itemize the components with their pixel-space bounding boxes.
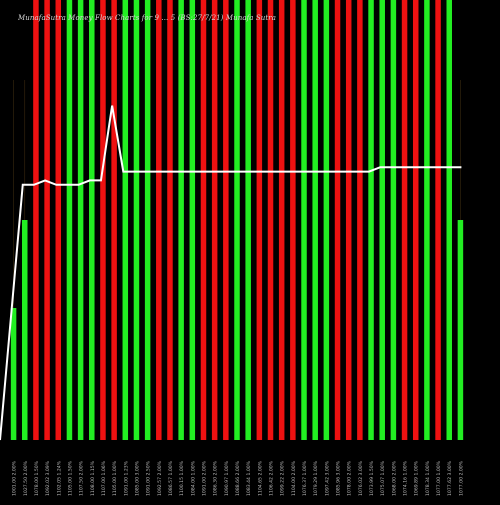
x-tick-label: 1091.00 2.00% xyxy=(201,460,207,496)
bar xyxy=(111,0,117,440)
x-tick-label: 1107.50 2.00% xyxy=(79,460,85,496)
x-tick-label: 1069.89 1.00% xyxy=(414,460,420,496)
bar xyxy=(22,220,28,440)
x-tick-label: 1001.00 2.00% xyxy=(12,460,18,496)
x-tick-label: 1076.37 1.00% xyxy=(302,460,308,496)
bar xyxy=(44,0,50,440)
bar xyxy=(401,0,408,440)
x-tick-label: 1078.00 2.00% xyxy=(347,460,353,496)
x-tick-label: 1105.00 1.00% xyxy=(112,460,118,496)
bar xyxy=(10,308,17,440)
x-tick-label: 1085.96 3.00% xyxy=(336,460,342,496)
bar xyxy=(312,0,318,440)
x-tick-label: 1083.44 1.00% xyxy=(246,460,252,496)
bar xyxy=(245,0,251,440)
bar xyxy=(234,0,240,440)
x-tick-label: 1078.34 1.00% xyxy=(425,460,431,496)
bar xyxy=(290,0,296,440)
x-tick-label: 1104.00 2.00% xyxy=(291,460,297,496)
x-tick-label: 1076.02 3.00% xyxy=(358,460,364,496)
x-tick-labels: 1001.00 2.00% 1027.50 2.00% 1078.00 1.50% 1… xyxy=(12,460,465,496)
bar xyxy=(379,0,385,440)
bar xyxy=(122,0,129,440)
price-line xyxy=(0,105,462,441)
bar xyxy=(100,0,106,440)
x-tick-label: 1102.05 1.24% xyxy=(56,460,62,496)
bar xyxy=(424,0,430,440)
x-tick-label: 1086.30 2.00% xyxy=(213,460,219,496)
bar xyxy=(33,0,39,440)
bar xyxy=(357,0,363,440)
bar xyxy=(144,0,151,440)
bar xyxy=(55,0,62,440)
bar xyxy=(446,0,452,440)
x-tick-label: 1077.62 3.00% xyxy=(447,460,453,496)
bar xyxy=(77,0,84,440)
bar xyxy=(178,0,184,440)
x-tick-label: 1074.16 1.00% xyxy=(403,460,409,496)
x-tick-label: 1084.00 1.00% xyxy=(190,460,196,496)
bar xyxy=(368,0,374,440)
price-line-layer xyxy=(0,105,462,441)
chart-title: MunafaSutra Money Flow Charts for 9 ... … xyxy=(18,14,277,22)
bar xyxy=(323,0,330,440)
bar xyxy=(301,0,307,440)
bar xyxy=(256,0,263,440)
x-tick-label: 1077.00 1.00% xyxy=(436,460,442,496)
bar xyxy=(66,0,73,440)
x-tick-label: 1088.66 2.00% xyxy=(235,460,241,496)
x-tick-label: 1099.22 2.00% xyxy=(280,460,286,496)
x-tick-label: 1085.00 3.00% xyxy=(134,460,140,496)
bar xyxy=(390,0,397,440)
bar xyxy=(167,0,173,440)
x-tick-label: 1100.15 1.00% xyxy=(179,460,185,496)
bar xyxy=(278,0,285,440)
x-tick-label: 1073.99 1.50% xyxy=(369,460,375,496)
bar xyxy=(89,0,95,440)
x-tick-label: 1104.65 2.00% xyxy=(257,460,263,496)
bar xyxy=(412,0,419,440)
x-tick-label: 1027.50 2.00% xyxy=(23,460,29,496)
x-tick-label: 1107.00 1.06% xyxy=(101,460,107,496)
bar xyxy=(345,0,352,440)
x-tick-label: 1092.57 2.00% xyxy=(157,460,163,496)
x-tick-label: 1079.29 1.00% xyxy=(313,460,319,496)
x-tick-label: 1106.42 2.00% xyxy=(269,460,275,496)
x-tick-label: 1090.97 1.00% xyxy=(224,460,230,496)
x-tick-label: 1078.00 1.50% xyxy=(34,460,40,496)
x-tick-label: 1097.42 3.00% xyxy=(324,460,330,496)
x-tick-label: 1108.00 1.15% xyxy=(90,460,96,496)
bar xyxy=(156,0,162,440)
bar xyxy=(334,0,341,440)
x-tick-label: 1086.57 1.00% xyxy=(168,460,174,496)
bars-layer xyxy=(10,0,464,440)
x-tick-label: 1091.00 2.50% xyxy=(146,460,152,496)
x-tick-label: 1092.02 3.09% xyxy=(45,460,51,496)
bar xyxy=(189,0,196,440)
x-tick-label: 1091.00 1.23% xyxy=(123,460,129,496)
bar xyxy=(267,0,274,440)
x-tick-label: 1077.00 2.00% xyxy=(458,460,464,496)
bar xyxy=(223,0,229,440)
bar xyxy=(200,0,207,440)
bar xyxy=(211,0,218,440)
x-tick-label: 1075.07 1.00% xyxy=(380,460,386,496)
bar xyxy=(133,0,140,440)
x-tick-label: 1068.00 2.00% xyxy=(391,460,397,496)
bar xyxy=(457,220,464,440)
x-tick-label: 1105.00 1.50% xyxy=(67,460,73,496)
bar xyxy=(435,0,441,440)
